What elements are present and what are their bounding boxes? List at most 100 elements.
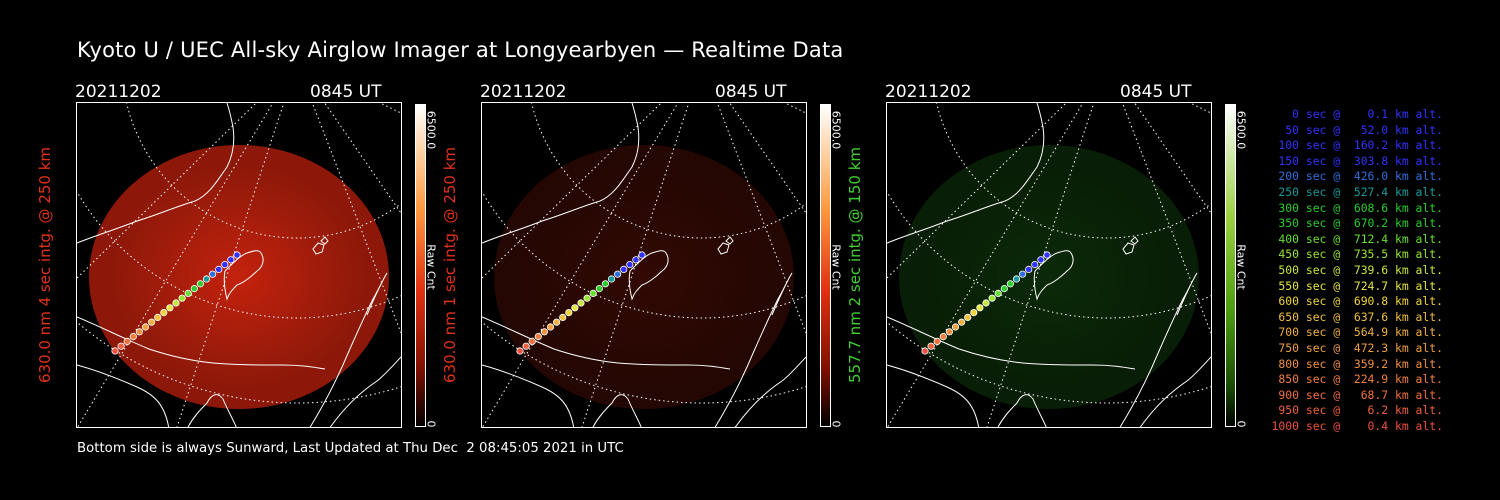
trajectory	[921, 251, 1051, 355]
island-coast	[320, 236, 329, 245]
legend-entry: 1000 sec @ 0.4 km alt.	[1271, 418, 1443, 433]
airglow-disk	[89, 145, 389, 409]
colorbar-unit-label: Raw Cnt	[829, 244, 843, 290]
trajectory-point	[190, 285, 198, 293]
meridian-line	[729, 103, 806, 214]
trajectory-point	[1019, 270, 1027, 278]
panel-ylabel: 630.0 nm 1 sec intg. @ 250 km	[441, 146, 459, 384]
legend-entry: 900 sec @ 68.7 km alt.	[1271, 387, 1443, 402]
panel-time: 0845 UT	[715, 82, 787, 102]
panel-date: 20211202	[75, 82, 162, 102]
trajectory-point	[951, 323, 960, 331]
island-coast	[725, 236, 734, 245]
trajectory-point	[123, 337, 131, 345]
trajectory-point	[577, 299, 585, 307]
meridian-line	[379, 103, 401, 114]
legend-entry: 500 sec @ 739.6 km alt.	[1271, 262, 1443, 277]
trajectory-point	[534, 333, 542, 341]
colorbar-unit-label: Raw Cnt	[1234, 244, 1248, 290]
panel-ylabel: 630.0 nm 4 sec intg. @ 250 km	[36, 146, 54, 384]
trajectory-point	[233, 251, 241, 259]
legend-entry: 850 sec @ 224.9 km alt.	[1271, 372, 1443, 387]
legend-entry: 450 sec @ 735.5 km alt.	[1271, 247, 1443, 262]
colorbar-min-label: 0	[1234, 420, 1248, 428]
meridian-line	[482, 103, 662, 279]
meridian-line	[784, 103, 806, 114]
legend-entry: 150 sec @ 303.8 km alt.	[1271, 153, 1443, 168]
island-coast	[312, 242, 325, 255]
map-grid	[482, 103, 806, 427]
legend-entry: 0 sec @ 0.1 km alt.	[1271, 107, 1443, 121]
trajectory-point	[221, 261, 229, 269]
map-svg	[887, 103, 1211, 427]
trajectory-point	[1031, 261, 1039, 269]
meridian-line	[581, 103, 690, 427]
latitude-ring	[531, 103, 806, 239]
meridian-line	[1134, 103, 1211, 214]
map-svg	[77, 103, 401, 427]
trajectory-point	[166, 304, 174, 312]
colorbar	[820, 104, 831, 427]
coastline	[734, 356, 806, 427]
trajectory-point	[227, 256, 235, 264]
trajectory-legend: 0 sec @ 0.1 km alt. 50 sec @ 52.0 km alt…	[1272, 107, 1443, 434]
allsky-map	[481, 102, 807, 428]
legend-entry: 400 sec @ 712.4 km alt.	[1271, 231, 1443, 246]
legend-entry: 350 sec @ 670.2 km alt.	[1271, 216, 1443, 231]
trajectory-point	[160, 309, 168, 317]
meridian-line	[324, 103, 401, 214]
footer-status: Bottom side is always Sunward, Last Upda…	[77, 441, 624, 456]
trajectory-point	[215, 265, 223, 273]
colorbar-unit-label: Raw Cnt	[424, 244, 438, 290]
coastline	[482, 364, 575, 427]
meridian-line	[311, 103, 401, 334]
trajectory-point	[933, 337, 941, 345]
trajectory-point	[196, 280, 205, 288]
coastline	[592, 394, 642, 427]
coastline	[187, 394, 237, 427]
map-grid	[887, 103, 1211, 427]
trajectory-point	[148, 318, 156, 326]
island-coast	[1130, 236, 1139, 245]
allsky-map	[886, 102, 1212, 428]
trajectory-point	[546, 323, 555, 331]
map-grid	[77, 103, 401, 427]
coastline	[1119, 272, 1198, 427]
colorbar	[415, 104, 426, 427]
panel-date: 20211202	[480, 82, 567, 102]
trajectory-point	[589, 289, 597, 297]
trajectory-point	[638, 251, 646, 259]
trajectory-point	[976, 304, 984, 312]
coastline	[77, 364, 170, 427]
svalbard-coast	[628, 250, 669, 301]
imager-panel-1: 20211202 0845 UT 630.0 nm 4 sec intg. @ …	[36, 80, 477, 430]
colorbar	[1225, 104, 1236, 427]
airglow-disk	[899, 145, 1199, 409]
trajectory-point	[595, 285, 603, 293]
trajectory-point	[958, 318, 966, 326]
trajectory-point	[927, 342, 935, 350]
svalbard-coast	[1033, 250, 1074, 301]
legend-entry: 750 sec @ 472.3 km alt.	[1271, 340, 1443, 355]
coastline	[887, 103, 1045, 244]
trajectory-point	[1012, 275, 1021, 283]
trajectory-point	[614, 270, 622, 278]
trajectory-point	[184, 289, 192, 297]
trajectory-point	[553, 318, 561, 326]
trajectory-point	[1043, 251, 1051, 259]
coastline	[1139, 356, 1211, 427]
trajectory-point	[964, 313, 972, 321]
trajectory	[516, 251, 646, 355]
trajectory-point	[540, 328, 549, 336]
panel-ylabel: 557.7 nm 2 sec intg. @ 150 km	[846, 146, 864, 384]
trajectory-point	[620, 265, 628, 273]
legend-entry: 950 sec @ 6.2 km alt.	[1271, 403, 1443, 418]
coastline	[714, 272, 793, 427]
legend-entry: 50 sec @ 52.0 km alt.	[1271, 122, 1443, 137]
legend-entry: 550 sec @ 724.7 km alt.	[1271, 278, 1443, 293]
latitude-ring	[126, 103, 401, 239]
legend-entry: 200 sec @ 426.0 km alt.	[1271, 169, 1443, 184]
trajectory-point	[528, 337, 536, 345]
legend-entry: 650 sec @ 637.6 km alt.	[1271, 309, 1443, 324]
meridian-line	[1121, 103, 1211, 334]
